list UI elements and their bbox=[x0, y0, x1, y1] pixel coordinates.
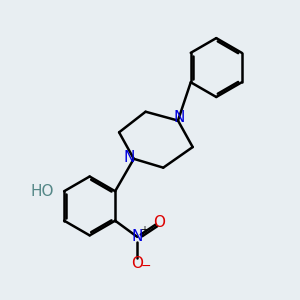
Text: HO: HO bbox=[30, 184, 54, 199]
Text: O: O bbox=[153, 214, 165, 230]
Text: N: N bbox=[124, 150, 135, 165]
Text: N: N bbox=[131, 230, 143, 244]
Text: N: N bbox=[174, 110, 185, 125]
Text: O: O bbox=[131, 256, 143, 271]
Text: −: − bbox=[140, 260, 151, 273]
Text: +: + bbox=[140, 225, 148, 236]
